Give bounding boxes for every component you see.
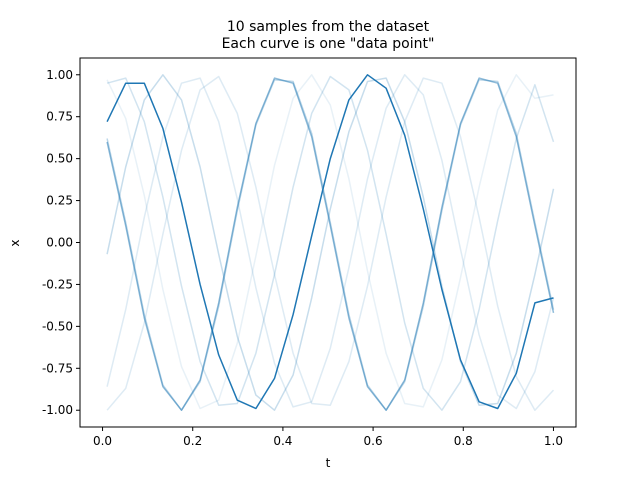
y-axis: -1.00 -0.75 -0.50 -0.25 0.00 0.25 0.50 0.75 1.00 [42,68,80,417]
x-tick-label: 1.0 [544,434,563,448]
y-tick-label: -1.00 [42,403,73,417]
y-tick-label: 0.50 [46,152,73,166]
y-tick-label: 1.00 [46,68,73,82]
series-line-1 [106,74,554,410]
series-line-8 [106,74,554,410]
y-axis-label: x [8,239,22,246]
y-tick-label: -0.75 [42,361,73,375]
y-tick-label: 0.00 [46,236,73,250]
y-tick-label: -0.25 [42,277,73,291]
x-tick-label: 0.8 [454,434,473,448]
x-axis-label: t [326,456,331,470]
x-tick-label: 0.2 [183,434,202,448]
x-axis: 0.0 0.2 0.4 0.6 0.8 1.0 [93,427,563,448]
y-tick-label: 0.75 [46,110,73,124]
chart-title: 10 samples from the dataset [227,19,430,35]
series-line-6 [106,75,555,411]
series-line-4 [106,74,555,411]
series-line-7 [106,74,555,410]
y-tick-label: -0.50 [42,319,73,333]
x-tick-label: 0.6 [364,434,383,448]
series-line-3 [106,79,555,411]
series-line-2 [106,77,555,411]
y-tick-label: 0.25 [46,194,73,208]
plot-frame [79,57,577,428]
plot-lines [106,74,555,411]
chart-subtitle: Each curve is one "data point" [222,36,435,52]
x-tick-label: 0.4 [273,434,292,448]
x-tick-label: 0.0 [93,434,112,448]
series-line-5 [106,75,555,411]
